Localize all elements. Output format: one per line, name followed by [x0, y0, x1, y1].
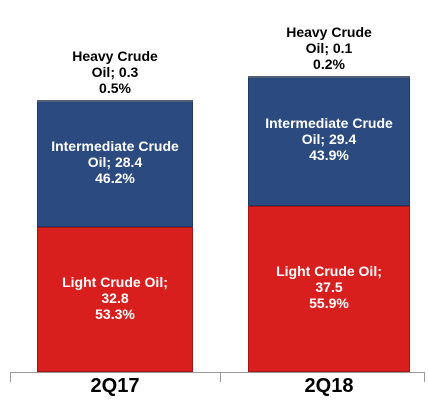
- axis-tick: [10, 372, 11, 382]
- share-label: 46.2%: [95, 170, 135, 187]
- data-label: Intermediate Crude Oil; 29.4 43.9%: [264, 115, 394, 163]
- bar-segment: [37, 101, 193, 227]
- data-label: Light Crude Oil; 32.8 53.3%: [50, 274, 180, 322]
- value-label: Light Crude Oil; 37.5: [276, 263, 382, 296]
- share-label: 55.9%: [309, 295, 349, 312]
- bar-segment: [248, 76, 410, 207]
- data-label: Heavy Crude Oil; 0.1 0.2%: [274, 24, 384, 72]
- bar-segment: [248, 206, 410, 372]
- value-label: Heavy Crude Oil; 0.3: [72, 48, 158, 81]
- share-label: 43.9%: [309, 147, 349, 164]
- share-label: 0.5%: [99, 80, 131, 97]
- value-label: Light Crude Oil; 32.8: [62, 273, 168, 306]
- bar-segment: [37, 100, 193, 103]
- data-label: Heavy Crude Oil; 0.3 0.5%: [60, 48, 170, 96]
- category-label: 2Q18: [304, 375, 354, 397]
- bar-segment: [248, 75, 410, 78]
- category-label: 2Q17: [90, 375, 140, 397]
- axis-tick: [424, 372, 425, 382]
- value-label: Heavy Crude Oil; 0.1: [286, 23, 372, 56]
- axis-line: [10, 372, 425, 373]
- value-label: Intermediate Crude Oil; 29.4: [265, 115, 393, 148]
- value-label: Intermediate Crude Oil; 28.4: [51, 138, 179, 171]
- share-label: 53.3%: [95, 305, 135, 322]
- data-label: Light Crude Oil; 37.5 55.9%: [264, 263, 394, 311]
- share-label: 0.2%: [313, 55, 345, 72]
- bar-segment: [37, 227, 193, 372]
- data-label: Intermediate Crude Oil; 28.4 46.2%: [50, 138, 180, 186]
- axis-tick: [220, 372, 221, 382]
